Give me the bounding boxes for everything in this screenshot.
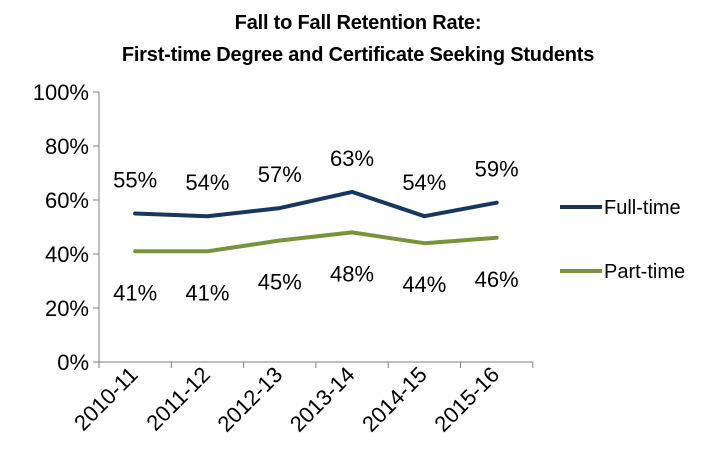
x-tick-label: 2013-14 [285, 362, 360, 437]
data-label: 41% [113, 280, 157, 305]
series-line-full-time [133, 189, 499, 219]
legend-label: Part-time [604, 261, 685, 283]
data-label: 57% [258, 162, 302, 187]
chart-title-line-2: First-time Degree and Certificate Seekin… [121, 44, 595, 66]
data-label: 46% [475, 267, 519, 292]
y-tick-label: 0% [57, 350, 89, 375]
legend-label: Full-time [604, 197, 681, 219]
y-tick-label: 80% [45, 134, 89, 159]
y-tick-label: 60% [45, 188, 89, 213]
data-label: 63% [330, 146, 374, 171]
data-label: 54% [402, 170, 446, 195]
data-label: 55% [113, 168, 157, 193]
x-tick-label: 2012-13 [213, 362, 288, 437]
data-label: 48% [330, 261, 374, 286]
y-tick-label: 20% [45, 296, 89, 321]
x-tick-label: 2014-15 [357, 362, 432, 437]
x-tick-label: 2011-12 [141, 362, 215, 436]
data-label: 54% [185, 170, 229, 195]
series-line-part-time [133, 230, 499, 254]
data-label: 41% [185, 280, 229, 305]
y-tick-label: 40% [45, 242, 89, 267]
data-label: 59% [475, 157, 519, 182]
y-tick-label: 100% [33, 80, 89, 105]
x-tick-label: 2015-16 [429, 362, 504, 437]
data-label: 44% [402, 272, 446, 297]
data-label: 45% [258, 270, 302, 295]
chart-title-line-1: Fall to Fall Retention Rate: [234, 12, 482, 34]
